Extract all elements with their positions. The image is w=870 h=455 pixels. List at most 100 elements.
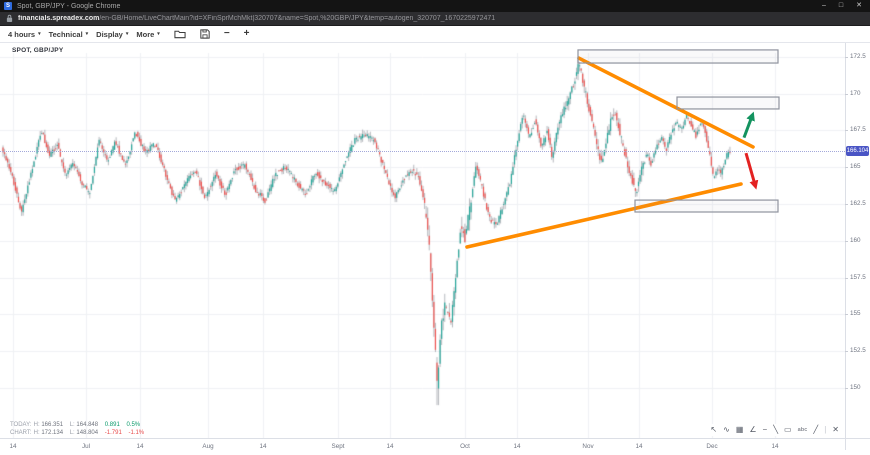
- axis-border-vertical: [845, 43, 846, 450]
- display-menu-label: Display: [96, 29, 123, 39]
- drawing-toolbar: ↖ ∿ ▦ ∠ − ╲ ▭ abc ╱ | ✕: [707, 424, 842, 436]
- open-chart-button[interactable]: [174, 29, 186, 39]
- price-tick-mark: [845, 203, 848, 205]
- lock-icon[interactable]: [6, 14, 13, 23]
- save-chart-button[interactable]: [200, 29, 210, 39]
- price-tick-label: 160: [850, 236, 861, 244]
- chart-high-key: H:: [33, 430, 40, 436]
- time-tick-label: 14: [386, 443, 394, 450]
- price-tick-mark: [845, 167, 848, 169]
- more-menu[interactable]: More ▾: [136, 30, 159, 39]
- candlestick-chart-canvas[interactable]: [0, 43, 845, 438]
- timeframe-menu-label: 4 hours: [8, 29, 36, 39]
- price-tick-mark: [845, 351, 848, 353]
- price-axis[interactable]: 172.5 170 167.5 165 162.5 160 157.5 155 152.5 150: [845, 43, 870, 438]
- text-tool-icon[interactable]: abc: [797, 427, 808, 433]
- window-title: Spot, GBP/JPY - Google Chrome: [17, 2, 121, 10]
- current-price-line: [0, 150, 845, 152]
- price-tick-mark: [845, 277, 848, 279]
- time-tick-label: Oct: [460, 443, 470, 450]
- today-low-value: 164.848: [76, 422, 99, 428]
- time-tick-label: Dec: [706, 443, 718, 450]
- technical-menu-label: Technical: [48, 29, 83, 39]
- price-tick-mark: [845, 387, 848, 389]
- price-tick-label: 155: [850, 310, 861, 318]
- today-label: TODAY:: [10, 422, 32, 428]
- minimize-button[interactable]: –: [821, 2, 826, 9]
- price-tick-label: 170: [850, 89, 861, 97]
- current-price-badge: 166.104: [846, 145, 869, 156]
- time-tick-label: 14: [136, 443, 144, 450]
- folder-icon: [174, 30, 186, 39]
- chart-stats-row: CHART: H: 172.134 L: 148.804 -1.791 -1.1…: [10, 429, 149, 437]
- today-high-key: H:: [33, 422, 40, 428]
- today-stats-row: TODAY: H: 166.351 L: 164.848 0.891 0.5%: [10, 421, 149, 429]
- maximize-button[interactable]: □: [838, 2, 844, 9]
- symbol-label: SPOT, GBP/JPY: [12, 47, 64, 54]
- time-tick-label: 14: [635, 443, 643, 450]
- horizontal-line-icon[interactable]: −: [762, 425, 768, 434]
- axis-border-horizontal: [0, 438, 870, 439]
- technical-menu[interactable]: Technical ▾: [49, 30, 89, 39]
- time-tick-label: Aug: [202, 443, 214, 450]
- browser-addressbar: financials.spreadex.com/en-GB/Home/LiveC…: [0, 12, 870, 26]
- chart-low-value: 148.804: [76, 430, 99, 436]
- zoom-in-button[interactable]: +: [243, 28, 250, 39]
- time-tick-label: Jul: [81, 443, 91, 450]
- save-icon: [200, 29, 210, 39]
- today-change: 0.891: [104, 422, 120, 428]
- toolbar-divider: |: [824, 425, 827, 434]
- brush-icon[interactable]: ╱: [813, 425, 819, 434]
- rectangle-icon[interactable]: ▭: [784, 425, 792, 434]
- today-high-value: 166.351: [41, 422, 64, 428]
- trend-line-icon[interactable]: ╲: [773, 425, 779, 434]
- time-axis[interactable]: 14 Jul 14 Aug 14 Sept 14 Oct 14 Nov 14 Dec 14: [0, 439, 845, 455]
- chart-change-pct: -1.1%: [128, 430, 145, 436]
- price-tick-mark: [845, 130, 848, 132]
- today-low-key: L:: [69, 422, 75, 428]
- url-path: /en-GB/Home/LiveChartMain?id=XFinSprMchM…: [99, 15, 496, 22]
- angle-icon[interactable]: ∠: [749, 425, 757, 434]
- price-tick-mark: [845, 314, 848, 316]
- price-tick-mark: [845, 56, 848, 58]
- chart-toolbar: 4 hours ▾ Technical ▾ Display ▾ More ▾ −…: [0, 26, 870, 42]
- today-change-pct: 0.5%: [126, 422, 141, 428]
- cursor-icon[interactable]: ↖: [710, 425, 718, 434]
- time-tick-label: Sept: [331, 443, 345, 450]
- price-tick-mark: [845, 240, 848, 242]
- price-tick-mark: [845, 93, 848, 95]
- time-tick-label: 14: [259, 443, 267, 450]
- chart-low-key: L:: [69, 430, 75, 436]
- price-tick-label: 165: [850, 163, 861, 171]
- chart-high-value: 172.134: [41, 430, 64, 436]
- time-tick-label: 14: [9, 443, 17, 450]
- chevron-down-icon: ▾: [38, 31, 41, 37]
- polyline-icon[interactable]: ∿: [723, 425, 730, 434]
- time-tick-label: 14: [771, 443, 779, 450]
- zoom-out-button[interactable]: −: [223, 28, 230, 39]
- price-tick-label: 157.5: [850, 273, 866, 281]
- price-tick-label: 162.5: [850, 199, 866, 207]
- timeframe-menu[interactable]: 4 hours ▾: [8, 30, 41, 39]
- price-tick-label: 172.5: [850, 52, 866, 60]
- time-tick-label: 14: [513, 443, 521, 450]
- price-tick-label: 152.5: [850, 347, 866, 355]
- chart-area: SPOT, GBP/JPY 172.5 170 167.5 165 162.5 160 15…: [0, 42, 870, 455]
- window-controls: – □ ✕: [822, 0, 862, 12]
- close-window-button[interactable]: ✕: [856, 2, 862, 9]
- grid-icon[interactable]: ▦: [735, 425, 744, 434]
- price-tick-label: 167.5: [850, 126, 866, 134]
- chevron-down-icon: ▾: [157, 31, 160, 37]
- browser-titlebar: S Spot, GBP/JPY - Google Chrome – □ ✕: [0, 0, 870, 12]
- time-tick-label: Nov: [582, 443, 594, 450]
- close-icon[interactable]: ✕: [832, 425, 839, 434]
- display-menu[interactable]: Display ▾: [96, 30, 128, 39]
- chart-change: -1.791: [104, 430, 122, 436]
- url-bar[interactable]: financials.spreadex.com/en-GB/Home/LiveC…: [18, 15, 495, 22]
- url-domain: financials.spreadex.com: [18, 15, 100, 22]
- chevron-down-icon: ▾: [85, 31, 89, 37]
- more-menu-label: More: [136, 29, 155, 39]
- price-stats: TODAY: H: 166.351 L: 164.848 0.891 0.5% …: [10, 421, 149, 437]
- price-tick-label: 150: [850, 383, 861, 391]
- site-favicon: S: [4, 2, 12, 10]
